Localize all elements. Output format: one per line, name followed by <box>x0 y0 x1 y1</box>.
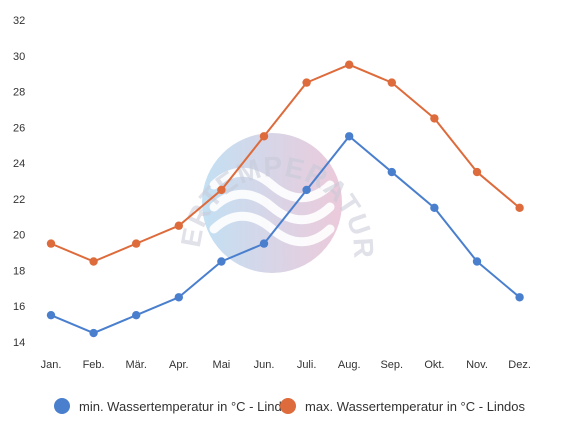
y-tick-label: 14 <box>13 337 25 349</box>
data-point[interactable] <box>302 78 311 87</box>
data-point[interactable] <box>132 310 141 320</box>
data-point[interactable] <box>345 132 354 141</box>
legend-marker-max <box>280 398 296 414</box>
data-point[interactable] <box>387 78 396 87</box>
data-point[interactable] <box>132 239 141 248</box>
data-point[interactable] <box>430 114 439 123</box>
x-tick-label: Okt. <box>424 359 444 371</box>
legend-marker-min <box>54 398 70 414</box>
legend: min. Wassertemperatur in °C - Lindos max… <box>54 398 526 414</box>
x-tick-label: Mai <box>213 359 231 371</box>
y-tick-label: 26 <box>13 122 25 134</box>
x-tick-label: Sep. <box>380 359 403 371</box>
x-tick-label: Mär. <box>125 359 146 371</box>
y-tick-label: 18 <box>13 265 25 277</box>
data-point[interactable] <box>472 167 482 177</box>
x-tick-label: Juli. <box>297 359 317 371</box>
series-points <box>46 60 524 338</box>
y-tick-label: 24 <box>13 158 25 170</box>
data-point[interactable] <box>472 257 482 266</box>
data-point[interactable] <box>345 60 354 69</box>
y-tick-label: 16 <box>13 301 25 313</box>
data-point[interactable] <box>89 257 98 266</box>
y-axis: 14 16 18 20 22 24 26 28 30 32 <box>13 15 25 349</box>
legend-label-min: min. Wassertemperatur in °C - Lindos <box>79 399 296 414</box>
data-point[interactable] <box>89 328 98 338</box>
x-tick-label: Nov. <box>466 359 488 371</box>
data-point[interactable] <box>259 239 269 248</box>
data-point[interactable] <box>217 185 226 195</box>
data-point[interactable] <box>515 293 524 302</box>
series-line-0 <box>50 135 521 335</box>
y-tick-label: 22 <box>13 194 25 206</box>
data-point[interactable] <box>387 167 396 177</box>
data-point[interactable] <box>46 310 56 320</box>
x-tick-label: Feb. <box>83 359 105 371</box>
y-tick-label: 28 <box>13 87 25 99</box>
watermark-logo: WASSERTEMPERATUR.ORG <box>0 0 378 273</box>
data-point[interactable] <box>217 257 226 266</box>
y-tick-label: 32 <box>13 15 25 27</box>
x-tick-label: Jan. <box>41 359 62 371</box>
series-line-1 <box>50 63 521 263</box>
legend-item-max[interactable]: max. Wassertemperatur in °C - Lindos <box>280 398 526 414</box>
watermark-waves <box>209 167 335 247</box>
x-axis: Jan. Feb. Mär. Apr. Mai Jun. Juli. Aug. Sep. Okt.… <box>41 359 531 371</box>
y-tick-label: 30 <box>13 51 25 63</box>
data-point[interactable] <box>46 239 56 248</box>
data-point[interactable] <box>302 185 311 195</box>
x-tick-label: Dez. <box>508 359 531 371</box>
series-lines <box>50 63 521 335</box>
data-point[interactable] <box>259 132 269 141</box>
legend-label-max: max. Wassertemperatur in °C - Lindos <box>305 399 526 414</box>
x-tick-label: Aug. <box>338 359 361 371</box>
legend-item-min[interactable]: min. Wassertemperatur in °C - Lindos <box>54 398 296 414</box>
data-point[interactable] <box>430 203 439 213</box>
y-tick-label: 20 <box>13 230 25 242</box>
data-point[interactable] <box>174 221 183 230</box>
data-point[interactable] <box>174 293 183 302</box>
x-tick-label: Jun. <box>254 359 275 371</box>
data-point[interactable] <box>515 203 524 213</box>
x-tick-label: Apr. <box>169 359 189 371</box>
